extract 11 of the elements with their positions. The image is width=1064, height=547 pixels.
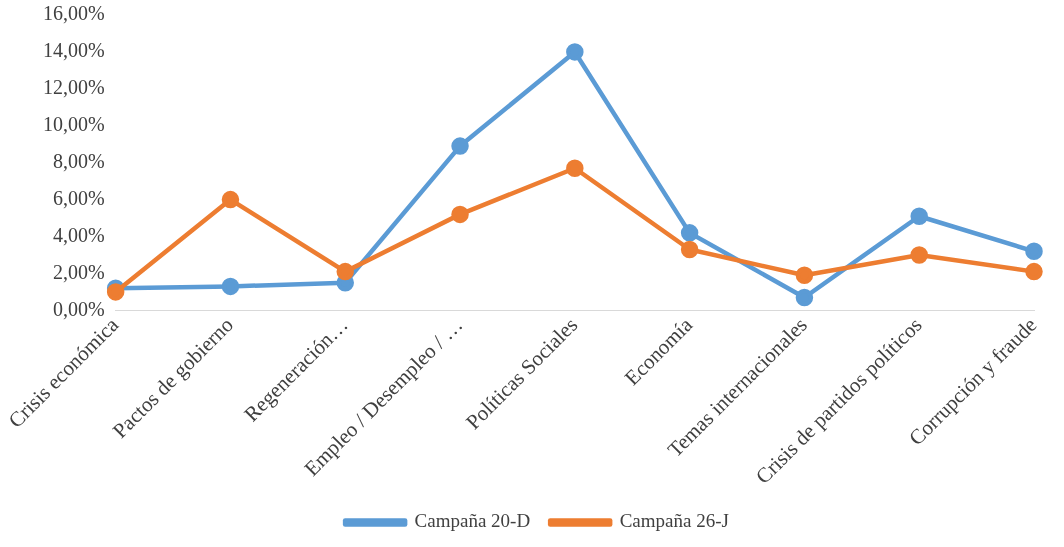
legend-label: Campaña 26-J <box>619 510 729 532</box>
y-tick-label: 10,00% <box>42 113 105 136</box>
y-tick-label: 0,00% <box>52 297 105 320</box>
y-tick-label: 2,00% <box>52 260 105 283</box>
y-tick-label: 12,00% <box>42 76 105 99</box>
y-tick-label: 4,00% <box>52 223 105 246</box>
legend-label: Campaña 20-D <box>414 510 531 532</box>
y-tick-label: 14,00% <box>42 39 105 62</box>
y-tick-label: 6,00% <box>52 186 105 209</box>
y-tick-label: 8,00% <box>52 149 105 172</box>
y-tick-label: 16,00% <box>42 2 105 25</box>
